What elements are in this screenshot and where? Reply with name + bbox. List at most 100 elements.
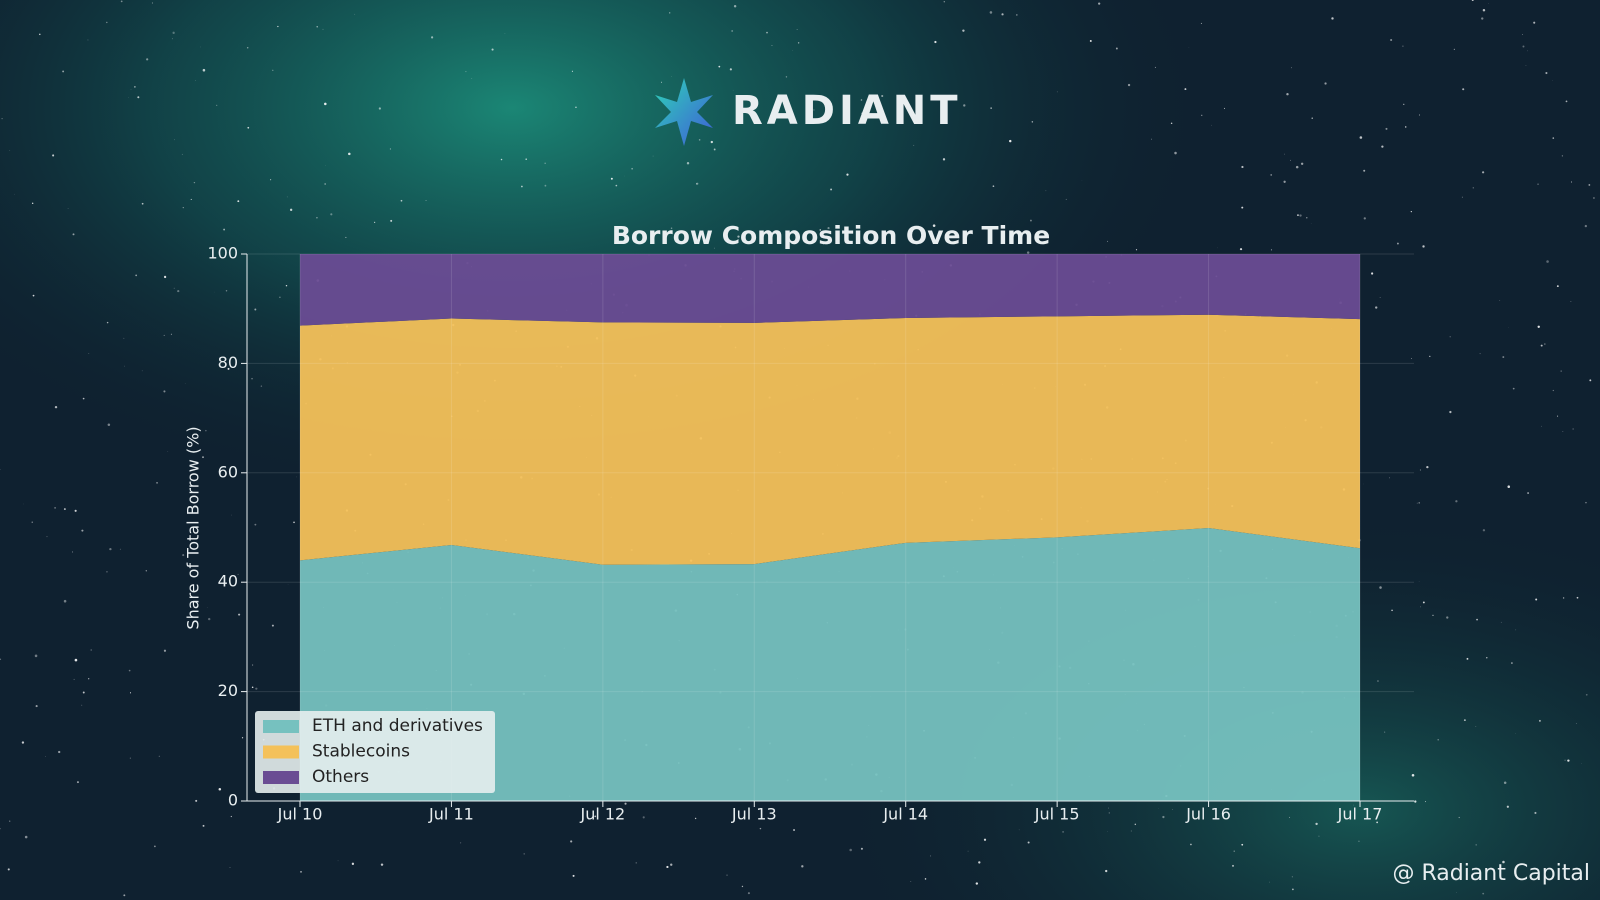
star (106, 21, 108, 24)
star (1476, 618, 1478, 621)
star (62, 70, 65, 73)
star (1239, 248, 1243, 251)
y-tick-label: 100 (207, 244, 238, 263)
star (389, 148, 392, 150)
star (271, 624, 274, 627)
star (52, 154, 55, 157)
star (72, 551, 74, 553)
star (1389, 477, 1390, 479)
star (661, 81, 663, 83)
star (1546, 260, 1549, 263)
star (967, 850, 969, 852)
star (575, 106, 577, 108)
star (24, 835, 28, 839)
star (1359, 136, 1363, 139)
star (1403, 103, 1405, 105)
star (251, 377, 253, 380)
star (1065, 198, 1067, 200)
star (1420, 606, 1422, 608)
star (924, 878, 927, 880)
watermark: @ Radiant Capital (1392, 861, 1590, 886)
star (827, 227, 830, 230)
star (1390, 38, 1393, 42)
star (1027, 841, 1030, 844)
star (1315, 822, 1318, 826)
star (238, 613, 241, 616)
star (1284, 153, 1285, 155)
star (190, 198, 192, 201)
star (345, 236, 347, 238)
legend-label: Others (312, 767, 369, 787)
star (1571, 181, 1573, 183)
star (1584, 224, 1587, 228)
chart-title: Borrow Composition Over Time (612, 221, 1050, 250)
star (943, 1, 945, 3)
star (1184, 88, 1187, 91)
star (289, 208, 293, 212)
star (733, 5, 737, 8)
star (1503, 781, 1507, 785)
star (34, 654, 38, 658)
star (1462, 88, 1465, 91)
star (173, 287, 175, 289)
star (696, 183, 698, 185)
star (729, 68, 732, 71)
star (241, 737, 244, 739)
star (35, 705, 38, 708)
star (120, 0, 123, 3)
star (141, 370, 143, 372)
star (1515, 733, 1516, 734)
star (1404, 126, 1407, 128)
star (710, 140, 714, 144)
star (208, 617, 211, 621)
star (694, 817, 697, 820)
y-tick-label: 0 (228, 791, 238, 810)
star (1588, 184, 1591, 186)
star (129, 757, 131, 759)
star (202, 68, 206, 72)
star (260, 385, 263, 387)
star (1545, 71, 1548, 75)
star (726, 874, 728, 876)
y-tick-label: 80 (218, 353, 238, 372)
star (686, 161, 690, 165)
star (322, 28, 324, 30)
star (1232, 864, 1234, 867)
star (156, 482, 158, 484)
star (316, 26, 318, 28)
star (860, 847, 863, 850)
star (72, 233, 75, 236)
star (1127, 83, 1131, 87)
star (1353, 804, 1354, 806)
star (1311, 117, 1313, 119)
star (1009, 139, 1012, 143)
star (348, 152, 351, 156)
star (1541, 425, 1542, 427)
star (170, 333, 172, 335)
star (330, 213, 333, 216)
legend-swatch (263, 720, 299, 733)
logo-icon (655, 78, 713, 146)
star (1502, 860, 1505, 864)
star (1535, 598, 1538, 601)
star (1290, 67, 1292, 69)
star (255, 687, 258, 690)
star (425, 200, 427, 201)
star (58, 750, 61, 754)
star (1481, 17, 1484, 20)
star (1589, 379, 1592, 382)
star (44, 756, 46, 757)
star (1449, 410, 1452, 414)
star (54, 507, 56, 509)
star (202, 456, 204, 459)
star (1482, 8, 1486, 12)
star (1001, 13, 1004, 16)
star (354, 13, 356, 15)
star (1299, 214, 1302, 217)
star (1201, 114, 1203, 116)
star (766, 31, 768, 34)
star (1379, 297, 1381, 299)
star (1540, 344, 1543, 347)
star (1134, 823, 1137, 826)
